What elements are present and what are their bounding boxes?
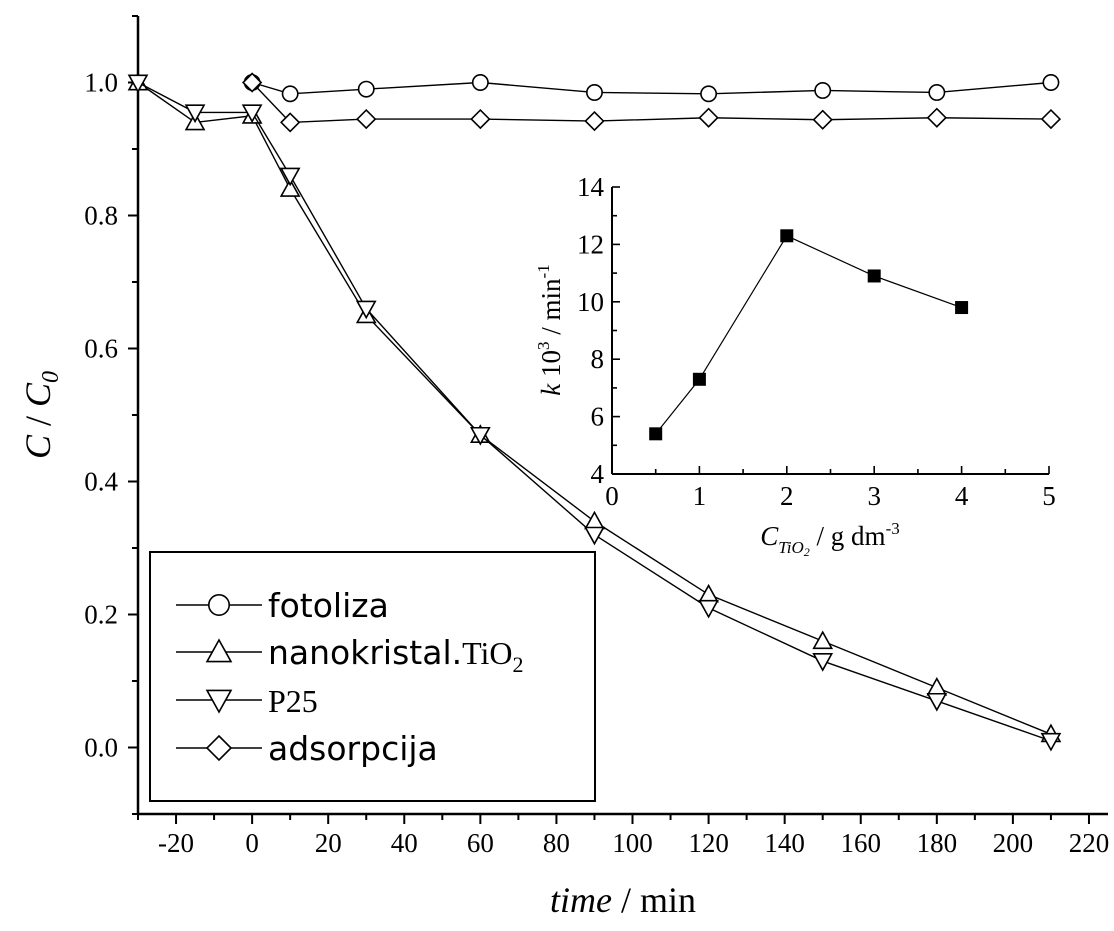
inset-series	[649, 229, 968, 440]
data-point-p25	[700, 601, 718, 617]
x-tick-label: 220	[1069, 828, 1110, 858]
data-point-fotoliza	[283, 86, 298, 101]
data-point-adsorpcija	[357, 110, 375, 128]
x-tick-label: 60	[467, 828, 494, 858]
x-tick-label: 160	[840, 828, 881, 858]
legend-marker	[209, 595, 229, 615]
inset-y-tick-label: 12	[577, 229, 604, 259]
inset-x-tick-label: 2	[780, 481, 794, 511]
series-fotoliza	[244, 75, 1058, 102]
data-point-fotoliza	[1043, 75, 1058, 90]
data-point-fotoliza	[587, 85, 602, 100]
legend-label: adsorpcija	[268, 729, 438, 768]
x-axis-label: time / min	[550, 880, 696, 920]
y-axis-label: C / C0	[18, 371, 64, 459]
x-tick-label: 20	[315, 828, 342, 858]
legend: fotoliza nanokristal.TiO2 P25 adsorpcija	[150, 552, 595, 801]
data-point-nanokristal-tio2	[585, 512, 603, 528]
data-point-adsorpcija	[471, 110, 489, 128]
inset-data-point	[868, 269, 881, 282]
inset-y-tick-label: 6	[591, 402, 605, 432]
legend-label: nanokristal.TiO2	[268, 633, 524, 677]
data-point-p25	[928, 694, 946, 710]
data-point-p25	[186, 105, 204, 121]
inset-x-tick-label: 5	[1042, 481, 1056, 511]
data-point-fotoliza	[473, 75, 488, 90]
data-point-fotoliza	[359, 82, 374, 97]
data-point-nanokristal-tio2	[700, 586, 718, 602]
x-tick-label: 140	[764, 828, 805, 858]
data-point-nanokristal-tio2	[928, 679, 946, 695]
data-point-adsorpcija	[585, 112, 603, 130]
data-point-p25	[585, 528, 603, 544]
inset-x-tick-label: 4	[955, 481, 969, 511]
x-tick-label: 80	[543, 828, 570, 858]
x-tick-label: 200	[993, 828, 1034, 858]
inset-x-tick-label: 1	[693, 481, 707, 511]
inset-y-tick-label: 10	[577, 287, 604, 317]
x-tick-label: 100	[612, 828, 653, 858]
legend-label: fotoliza	[268, 586, 389, 625]
x-tick-label: 120	[688, 828, 729, 858]
data-point-fotoliza	[815, 83, 830, 98]
data-point-adsorpcija	[928, 109, 946, 127]
data-point-adsorpcija	[700, 109, 718, 127]
inset-x-tick-label: 3	[867, 481, 881, 511]
y-tick-label: 0.8	[84, 201, 118, 231]
legend-label: P25	[268, 683, 318, 719]
inset-series-line	[656, 236, 962, 434]
data-point-fotoliza	[929, 85, 944, 100]
inset-y-tick-label: 4	[591, 459, 605, 489]
inset-data-point	[693, 373, 706, 386]
y-tick-label: 0.0	[84, 733, 118, 763]
data-point-fotoliza	[701, 86, 716, 101]
y-tick-label: 1.0	[84, 68, 118, 98]
y-tick-label: 0.6	[84, 334, 118, 364]
data-point-adsorpcija	[1042, 110, 1060, 128]
inset-data-point	[955, 301, 968, 314]
x-tick-label: 40	[391, 828, 418, 858]
data-point-p25	[814, 654, 832, 670]
x-tick-label: -20	[158, 828, 194, 858]
inset-data-point	[780, 229, 793, 242]
inset-x-tick-label: 0	[605, 481, 619, 511]
data-point-nanokristal-tio2	[814, 632, 832, 648]
inset-y-tick-label: 14	[577, 172, 605, 202]
x-tick-label: 0	[245, 828, 259, 858]
inset-y-axis-label: k 103 / min-1	[534, 264, 566, 395]
y-tick-label: 0.2	[84, 600, 118, 630]
y-tick-label: 0.4	[84, 467, 118, 497]
inset-x-axis-label: CTiO2 / g dm-3	[760, 519, 899, 559]
inset-y-tick-label: 8	[591, 344, 605, 374]
x-tick-label: 180	[917, 828, 958, 858]
inset-data-point	[649, 427, 662, 440]
data-point-adsorpcija	[814, 111, 832, 129]
